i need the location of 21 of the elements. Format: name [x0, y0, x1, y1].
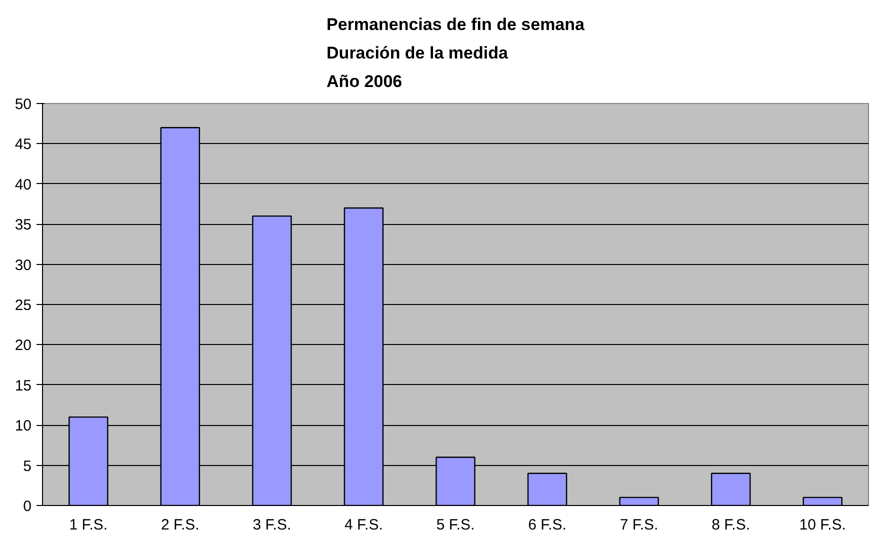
y-tick-label: 20 — [14, 337, 32, 354]
x-tick-label: 6 F.S. — [528, 516, 566, 534]
y-tick-label: 5 — [23, 458, 32, 475]
y-tick-label: 40 — [14, 176, 32, 194]
x-tick-label: 8 F.S. — [712, 516, 750, 534]
x-tick-label: 5 F.S. — [436, 516, 475, 534]
y-tick-label: 15 — [14, 377, 32, 394]
y-tick-label: 25 — [14, 297, 32, 314]
y-tick-label: 30 — [14, 256, 32, 274]
x-tick-label: 4 F.S. — [344, 516, 383, 534]
y-tick-label: 50 — [14, 96, 32, 113]
y-tick-label: 45 — [14, 136, 32, 154]
x-tick-label: 7 F.S. — [620, 516, 658, 534]
chart-title: Permanencias de fin de semana Duración de la medida Año 2006 — [326, 15, 586, 91]
x-tick-label: 2 F.S. — [160, 516, 200, 534]
y-tick-label: 35 — [14, 216, 32, 234]
x-tick-label: 3 F.S. — [252, 516, 292, 534]
y-tick-label: 0 — [23, 498, 32, 515]
x-tick-label: 10 F.S. — [799, 516, 846, 534]
y-tick-label: 10 — [14, 418, 32, 435]
x-tick-label: 1 F.S. — [69, 516, 108, 534]
